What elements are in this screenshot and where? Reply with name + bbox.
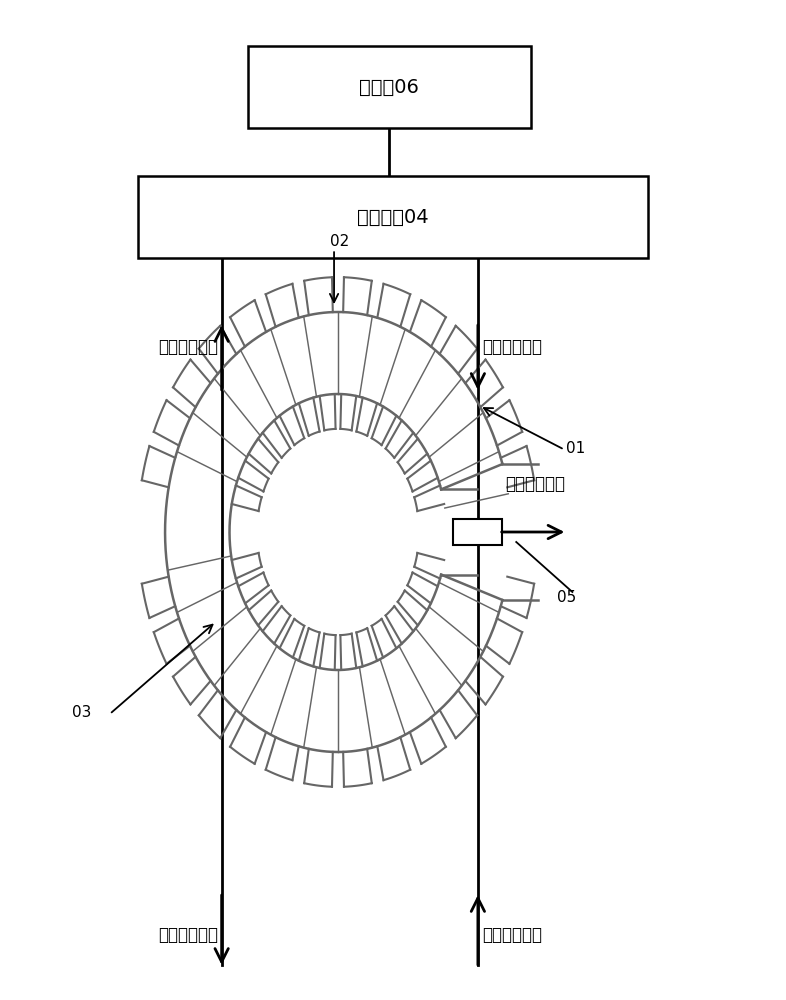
Text: 待测电流输出: 待测电流输出 [158, 926, 218, 944]
Bar [453, 519, 501, 545]
Text: 待测电流输入: 待测电流输入 [482, 926, 542, 944]
Text: 01: 01 [566, 441, 585, 456]
Text: 原边电渀04: 原边电渀04 [357, 208, 429, 227]
Text: 02: 02 [330, 234, 349, 249]
FancyBboxPatch shape [138, 176, 648, 258]
Text: 测量信号输出: 测量信号输出 [505, 475, 566, 493]
FancyBboxPatch shape [248, 46, 531, 128]
Text: 原边电流输入: 原边电流输入 [158, 338, 218, 356]
Text: 05: 05 [556, 589, 576, 604]
Text: 控制器06: 控制器06 [359, 78, 419, 97]
Text: 03: 03 [72, 705, 92, 720]
Text: 原边电流输出: 原边电流输出 [482, 338, 542, 356]
